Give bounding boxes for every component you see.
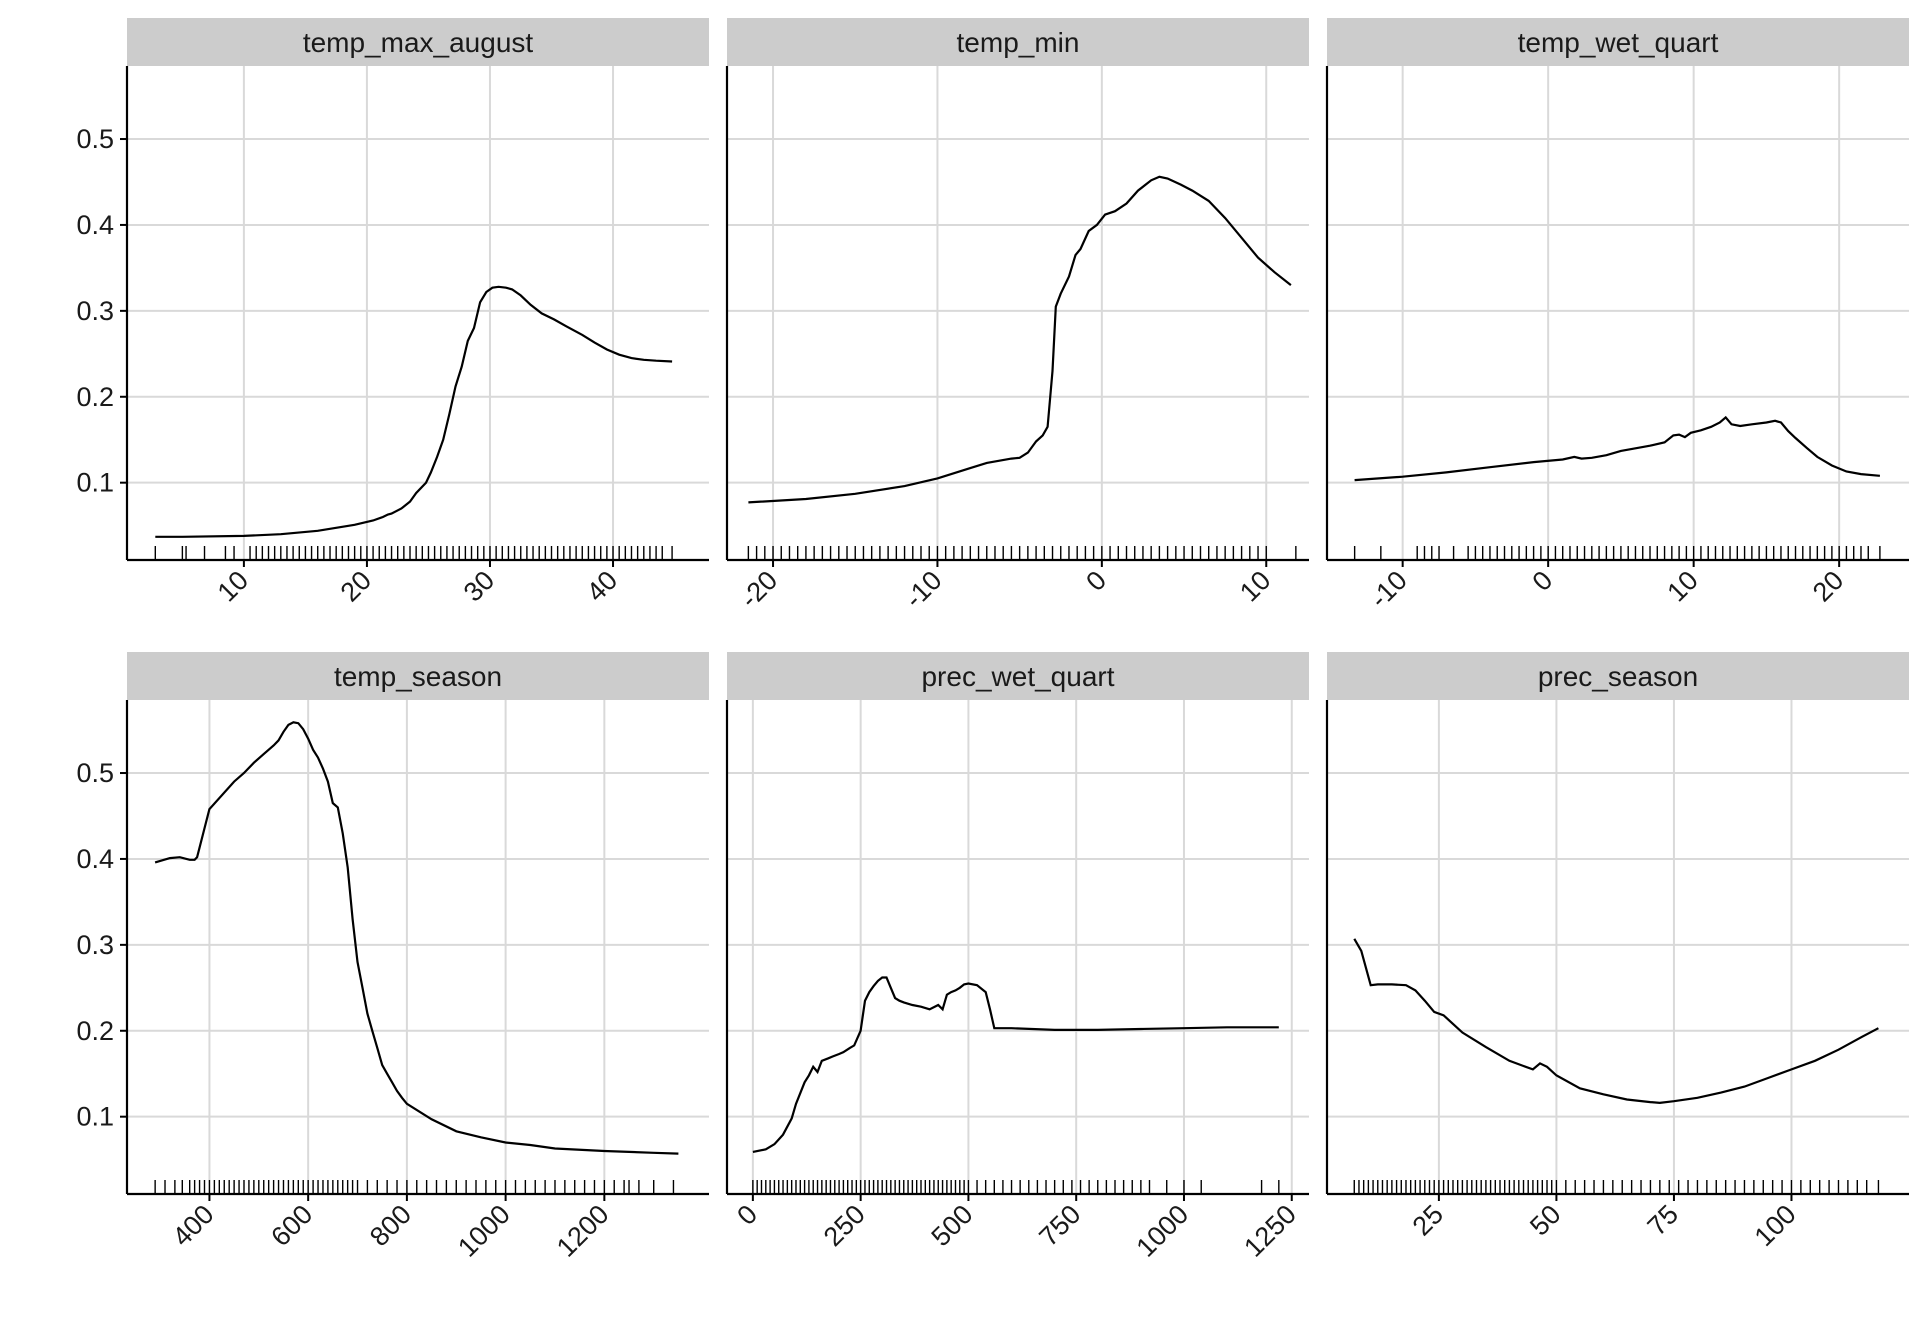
- panel-strip: [727, 652, 1309, 700]
- axes: [725, 66, 1309, 567]
- axes: [1325, 700, 1909, 1201]
- panel-title: temp_max_august: [303, 27, 534, 58]
- y-tick-label: 0.4: [76, 210, 114, 240]
- y-tick-labels: 0.1 0.2 0.3 0.4 0.5: [76, 124, 114, 498]
- panel-title: prec_season: [1538, 661, 1698, 692]
- y-tick-label: 0.3: [76, 296, 114, 326]
- panel-temp_min: temp_min -20 -10 0 10: [725, 18, 1309, 614]
- axes: [1325, 66, 1909, 567]
- data-line: [1353, 938, 1879, 1105]
- rug-marks: [1353, 546, 1881, 560]
- y-tick-label: 0.1: [76, 468, 114, 498]
- panel-title: temp_wet_quart: [1518, 27, 1719, 58]
- rug-marks: [154, 1180, 675, 1194]
- data-line: [1354, 415, 1880, 482]
- panel-title: prec_wet_quart: [921, 661, 1114, 692]
- data-line: [154, 721, 679, 1155]
- gridlines: [1327, 66, 1909, 560]
- gridlines: [727, 66, 1309, 560]
- data-line: [752, 976, 1279, 1153]
- y-tick-labels: 0.1 0.2 0.3 0.4 0.5: [76, 758, 114, 1132]
- panel-strip: [127, 18, 709, 66]
- axes: [120, 700, 709, 1201]
- panel-temp_season: temp_season 0.10.20.30.40.5 400 600 800 100…: [76, 652, 709, 1263]
- panel-title: temp_season: [334, 661, 502, 692]
- panel-strip: [1327, 652, 1909, 700]
- rug-marks: [752, 1180, 1280, 1194]
- rug-marks: [154, 546, 673, 560]
- y-tick-label: 0.2: [76, 382, 114, 412]
- gridlines: [127, 700, 709, 1194]
- panel-title: temp_min: [957, 27, 1080, 58]
- data-line: [748, 175, 1292, 504]
- y-tick-label: 0.5: [76, 124, 114, 154]
- y-tick-label: 0.3: [76, 930, 114, 960]
- y-tick-label: 0.4: [76, 844, 114, 874]
- gridlines: [727, 700, 1309, 1194]
- panel-strip: [727, 18, 1309, 66]
- rug-marks: [1353, 1180, 1880, 1194]
- data-line: [155, 285, 673, 538]
- panel-strip: [127, 652, 709, 700]
- axes: [120, 66, 709, 567]
- axes: [725, 700, 1309, 1201]
- y-tick-label: 0.5: [76, 758, 114, 788]
- rug-marks: [747, 546, 1297, 560]
- gridlines: [127, 66, 709, 560]
- y-tick-label: 0.2: [76, 1016, 114, 1046]
- y-tick-label: 0.1: [76, 1102, 114, 1132]
- panel-strip: [1327, 18, 1909, 66]
- gridlines: [1327, 700, 1909, 1194]
